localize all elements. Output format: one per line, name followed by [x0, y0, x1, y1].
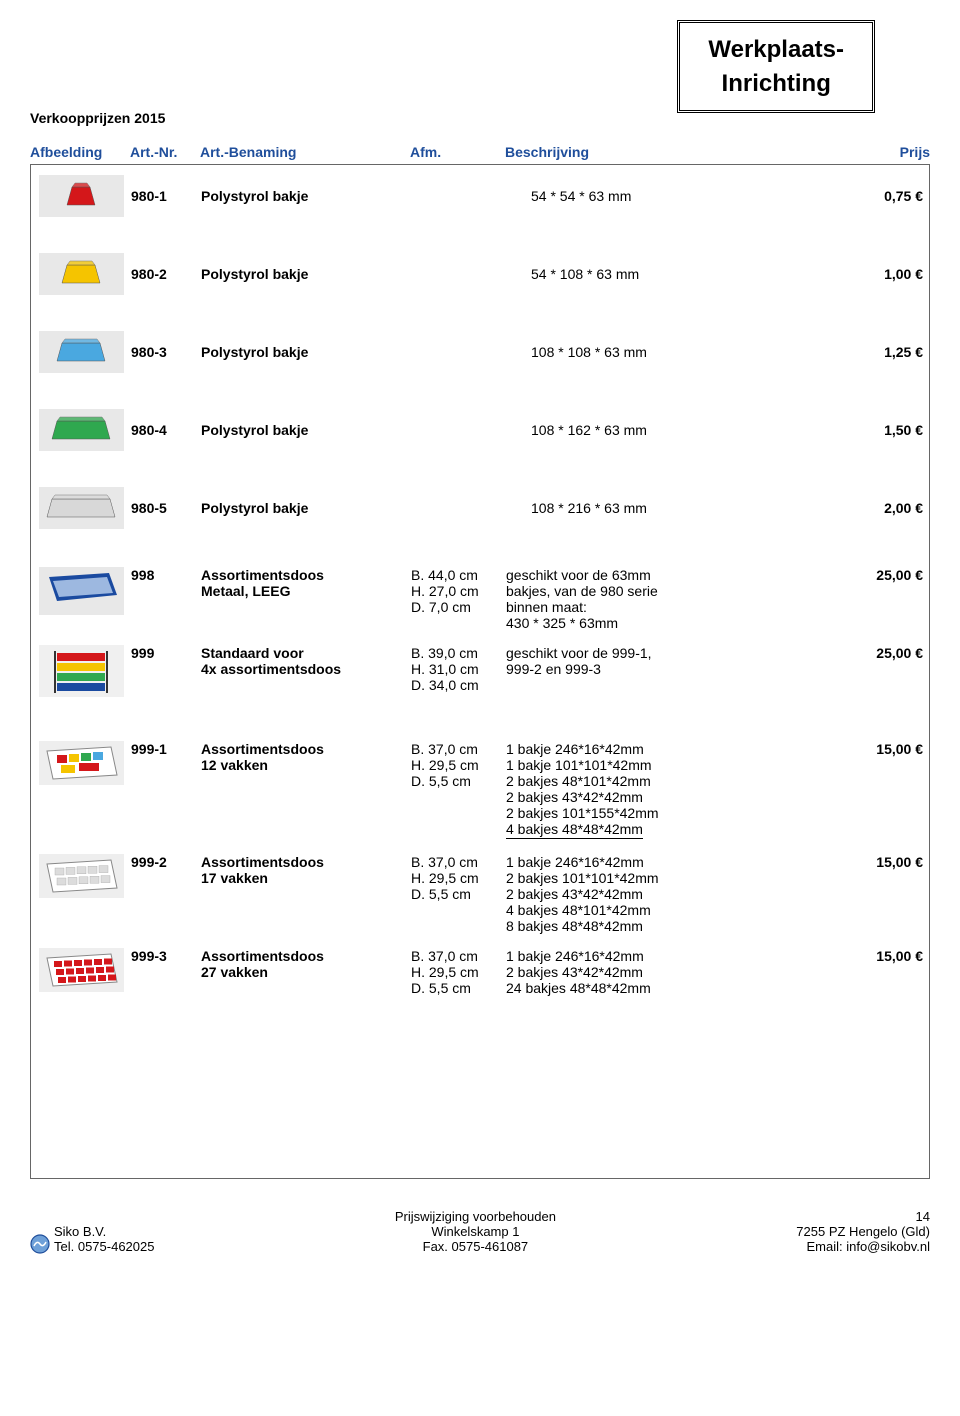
cell-price: 2,00 €: [854, 500, 929, 516]
footer-address: 7255 PZ Hengelo (Gld): [796, 1224, 930, 1239]
cell-price: 1,50 €: [854, 422, 929, 438]
cell-desc: geschikt voor de 63mm bakjes, van de 980…: [506, 567, 854, 631]
product-thumbnail: [31, 645, 131, 697]
cell-name: Standaard voor 4x assortimentsdoos: [201, 645, 411, 677]
cell-name: Assortimentsdoos 17 vakken: [201, 854, 411, 886]
cell-artnr: 999-1: [131, 741, 201, 757]
cell-price: 25,00 €: [854, 567, 929, 583]
footer-left: Siko B.V. Tel. 0575-462025: [30, 1224, 154, 1254]
company-logo-icon: [30, 1234, 50, 1254]
cell-name: Assortimentsdoos Metaal, LEEG: [201, 567, 411, 599]
cell-desc: 1 bakje 246*16*42mm 1 bakje 101*101*42mm…: [506, 741, 854, 840]
cell-price: 1,00 €: [854, 266, 929, 282]
page-footer: Siko B.V. Tel. 0575-462025 Prijswijzigin…: [30, 1209, 930, 1254]
cell-price: 25,00 €: [854, 645, 929, 661]
table-row: 980-4 Polystyrol bakje 108 * 162 * 63 mm…: [31, 399, 929, 477]
table-row: 998 Assortimentsdoos Metaal, LEEG B. 44,…: [31, 555, 929, 633]
col-header-afm: Afm.: [410, 144, 505, 160]
col-header-nr: Art.-Nr.: [130, 144, 200, 160]
footer-email: Email: info@sikobv.nl: [796, 1239, 930, 1254]
footer-middle: Prijswijziging voorbehouden Winkelskamp …: [395, 1209, 556, 1254]
column-header-row: Afbeelding Art.-Nr. Art.-Benaming Afm. B…: [30, 140, 930, 165]
cell-afm: B. 37,0 cm H. 29,5 cm D. 5,5 cm: [411, 854, 506, 902]
cell-afm: B. 44,0 cm H. 27,0 cm D. 7,0 cm: [411, 567, 506, 615]
title-line2: Inrichting: [708, 67, 844, 101]
col-header-afbeelding: Afbeelding: [30, 144, 130, 160]
cell-price: 15,00 €: [854, 854, 929, 870]
cell-afm: 54 * 54 * 63 mm: [411, 188, 854, 204]
cell-afm: B. 37,0 cm H. 29,5 cm D. 5,5 cm: [411, 741, 506, 789]
cell-afm: 108 * 108 * 63 mm: [411, 344, 854, 360]
cell-artnr: 999-3: [131, 948, 201, 964]
table-row: 980-5 Polystyrol bakje 108 * 216 * 63 mm…: [31, 477, 929, 555]
cell-price: 15,00 €: [854, 741, 929, 757]
footer-mid-2: Winkelskamp 1: [395, 1224, 556, 1239]
table-row: 980-3 Polystyrol bakje 108 * 108 * 63 mm…: [31, 321, 929, 399]
cell-desc: 1 bakje 246*16*42mm 2 bakjes 43*42*42mm …: [506, 948, 854, 996]
footer-tel: Tel. 0575-462025: [54, 1239, 154, 1254]
title-box: Werkplaats- Inrichting: [677, 20, 875, 113]
cell-name: Polystyrol bakje: [201, 188, 411, 204]
table-row: 999 Standaard voor 4x assortimentsdoos B…: [31, 633, 929, 699]
cell-price: 15,00 €: [854, 948, 929, 964]
footer-company: Siko B.V.: [54, 1224, 154, 1239]
product-thumbnail: [31, 175, 131, 217]
cell-artnr: 980-4: [131, 422, 201, 438]
col-header-desc: Beschrijving: [505, 144, 855, 160]
footer-right: 14 7255 PZ Hengelo (Gld) Email: info@sik…: [796, 1209, 930, 1254]
product-thumbnail: [31, 487, 131, 529]
product-thumbnail: [31, 253, 131, 295]
cell-artnr: 999-2: [131, 854, 201, 870]
product-thumbnail: [31, 854, 131, 898]
product-thumbnail: [31, 331, 131, 373]
table-row: 980-2 Polystyrol bakje 54 * 108 * 63 mm …: [31, 243, 929, 321]
cell-name: Polystyrol bakje: [201, 422, 411, 438]
cell-afm: 108 * 216 * 63 mm: [411, 500, 854, 516]
cell-name: Polystyrol bakje: [201, 500, 411, 516]
cell-artnr: 980-5: [131, 500, 201, 516]
cell-desc: geschikt voor de 999-1, 999-2 en 999-3: [506, 645, 854, 677]
table-row: 999-1 Assortimentsdoos 12 vakken B. 37,0…: [31, 729, 929, 842]
cell-artnr: 998: [131, 567, 201, 583]
table-body: 980-1 Polystyrol bakje 54 * 54 * 63 mm 0…: [30, 165, 930, 1179]
title-line1: Werkplaats-: [708, 33, 844, 67]
subtitle: Verkoopprijzen 2015: [30, 110, 165, 126]
footer-mid-1: Prijswijziging voorbehouden: [395, 1209, 556, 1224]
footer-mid-3: Fax. 0575-461087: [395, 1239, 556, 1254]
footer-page-number: 14: [796, 1209, 930, 1224]
product-thumbnail: [31, 741, 131, 785]
cell-artnr: 980-1: [131, 188, 201, 204]
product-thumbnail: [31, 948, 131, 992]
table-row: 980-1 Polystyrol bakje 54 * 54 * 63 mm 0…: [31, 165, 929, 243]
table-row: 999-3 Assortimentsdoos 27 vakken B. 37,0…: [31, 936, 929, 998]
cell-name: Assortimentsdoos 12 vakken: [201, 741, 411, 773]
product-thumbnail: [31, 567, 131, 615]
cell-name: Polystyrol bakje: [201, 266, 411, 282]
cell-afm: 54 * 108 * 63 mm: [411, 266, 854, 282]
cell-afm: B. 39,0 cm H. 31,0 cm D. 34,0 cm: [411, 645, 506, 693]
page-header: Verkoopprijzen 2015 Werkplaats- Inrichti…: [30, 20, 930, 140]
cell-afm: B. 37,0 cm H. 29,5 cm D. 5,5 cm: [411, 948, 506, 996]
cell-desc: 1 bakje 246*16*42mm 2 bakjes 101*101*42m…: [506, 854, 854, 934]
cell-artnr: 999: [131, 645, 201, 661]
cell-name: Assortimentsdoos 27 vakken: [201, 948, 411, 980]
table-row: 999-2 Assortimentsdoos 17 vakken B. 37,0…: [31, 842, 929, 936]
cell-afm: 108 * 162 * 63 mm: [411, 422, 854, 438]
col-header-price: Prijs: [855, 144, 930, 160]
cell-name: Polystyrol bakje: [201, 344, 411, 360]
cell-price: 0,75 €: [854, 188, 929, 204]
col-header-name: Art.-Benaming: [200, 144, 410, 160]
cell-artnr: 980-2: [131, 266, 201, 282]
product-thumbnail: [31, 409, 131, 451]
cell-price: 1,25 €: [854, 344, 929, 360]
cell-artnr: 980-3: [131, 344, 201, 360]
